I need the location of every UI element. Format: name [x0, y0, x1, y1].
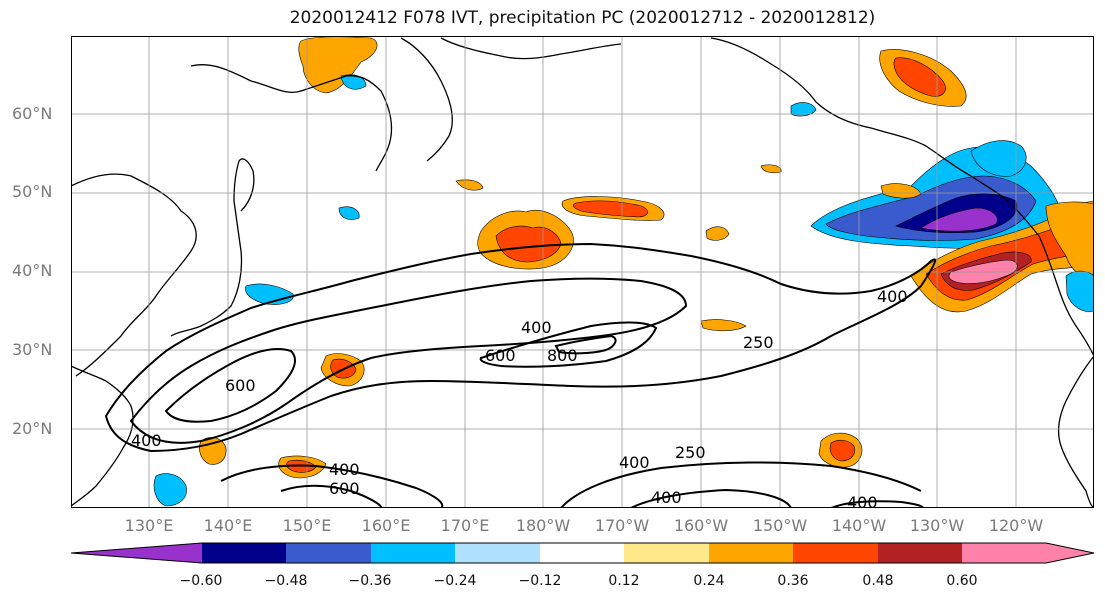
colorbar-cell	[540, 543, 624, 563]
ivt-contour-250-south	[560, 461, 922, 508]
lon-label-170e: 170°E	[440, 516, 490, 535]
colorbar-tick: −0.24	[433, 573, 477, 589]
lat-label-60n: 60°N	[12, 104, 53, 123]
colorbar-outline	[71, 542, 1094, 564]
contour-label-400-south2: 400	[619, 453, 650, 472]
ivt-contour-400-south	[220, 464, 444, 508]
precip-patch	[338, 206, 360, 220]
lon-label-180w: 180°W	[515, 516, 571, 535]
ivt-contour-600	[164, 348, 296, 423]
lat-label-30n: 30°N	[12, 340, 53, 359]
asia-coastline	[71, 173, 197, 377]
lat-label-50n: 50°N	[12, 182, 53, 201]
na-west-coastline	[1010, 203, 1094, 357]
colorbar-tick: −0.12	[518, 573, 562, 589]
ivt-contours	[104, 242, 937, 508]
contour-label-600-west: 600	[225, 376, 256, 395]
colorbar-tick: −0.36	[348, 573, 392, 589]
contour-label-800: 800	[547, 346, 578, 365]
colorbar-cell	[624, 543, 709, 563]
colorbar-tick: 0.24	[693, 573, 725, 589]
precip-patch	[970, 140, 1027, 177]
negative-anomaly-peak	[920, 207, 998, 232]
contour-label-400: 400	[521, 318, 552, 337]
alaska-coastline	[710, 37, 1012, 205]
map-border	[71, 36, 1094, 508]
ivt-contour-600b	[479, 321, 658, 368]
colorbar-tick: 0.12	[608, 573, 640, 589]
contour-label-250: 250	[743, 333, 774, 352]
lon-label-150e: 150°E	[282, 516, 332, 535]
colorbar-cell	[202, 543, 286, 563]
lon-label-160e: 160°E	[361, 516, 411, 535]
precip-patch	[153, 473, 187, 507]
lon-label-140e: 140°E	[203, 516, 253, 535]
lat-label-40n: 40°N	[12, 261, 53, 280]
colorbar-tick: −0.48	[264, 573, 308, 589]
colorbar-tick: 0.48	[862, 573, 894, 589]
ivt-contour-400-south3	[830, 500, 924, 508]
lon-label-130e: 130°E	[124, 516, 174, 535]
contour-label-600-south: 600	[329, 479, 360, 498]
colorbar	[71, 542, 1094, 564]
colorbar-cell	[962, 543, 1046, 563]
siberia-coastline	[190, 64, 393, 172]
colorbar-cell	[709, 543, 793, 563]
colorbar-cell	[71, 543, 202, 563]
arctic-coastline	[440, 37, 622, 60]
colorbar-cell	[793, 543, 878, 563]
contour-label-600: 600	[485, 346, 516, 365]
precip-patch	[700, 319, 747, 332]
precip-patch	[455, 179, 484, 191]
precip-patch	[893, 57, 946, 97]
lon-label-160w: 160°W	[673, 516, 729, 535]
lon-label-130w: 130°W	[909, 516, 965, 535]
ivt-contour-800	[554, 334, 617, 355]
colorbar-cell	[455, 543, 540, 563]
se-asia-coastline	[71, 365, 134, 507]
colorbar-tick: 0.60	[946, 573, 978, 589]
lat-label-20n: 20°N	[12, 419, 53, 438]
lon-label-140w: 140°W	[831, 516, 887, 535]
kamchatka-coastline	[400, 37, 453, 162]
contour-label-400-west: 400	[131, 431, 162, 450]
mexico-coastline	[1057, 355, 1094, 508]
ivt-contour-400	[129, 277, 688, 444]
colorbar-tick: −0.60	[179, 573, 223, 589]
contour-label-400-south4: 400	[847, 493, 878, 508]
contour-label-250-south: 250	[675, 443, 706, 462]
precip-shading	[153, 36, 1094, 507]
ivt-contour-600-south	[280, 484, 383, 508]
lon-label-120w: 120°W	[988, 516, 1044, 535]
gridlines	[71, 36, 1094, 508]
map-panel: 400 600 800 250 400 600 400 600 400 250 …	[71, 36, 1094, 508]
colorbar-cell	[878, 543, 962, 563]
colorbar-cell	[1046, 543, 1094, 563]
precip-patch	[760, 164, 782, 174]
colorbar-cell	[371, 543, 455, 563]
colorbar-tick: 0.36	[777, 573, 809, 589]
ivt-contour-250	[104, 242, 937, 453]
ivt-contour-labels: 400 600 800 250 400 600 400 600 400 250 …	[131, 287, 908, 508]
precip-patch	[829, 439, 856, 462]
precip-patch	[1065, 270, 1094, 312]
colorbar-cell	[286, 543, 371, 563]
coastlines	[71, 37, 1094, 508]
lon-label-170w: 170°W	[594, 516, 650, 535]
lon-label-150w: 150°W	[752, 516, 808, 535]
ivt-contour-400-south2	[630, 488, 792, 508]
contour-label-400-south: 400	[329, 460, 360, 479]
japan-coastline	[170, 158, 255, 337]
contour-label-400-east: 400	[877, 287, 908, 306]
figure-title: 2020012412 F078 IVT, precipitation PC (2…	[289, 8, 876, 28]
precip-patch	[880, 183, 922, 199]
precip-patch	[790, 102, 817, 117]
contour-label-400-south3: 400	[651, 488, 682, 507]
precip-patch	[572, 200, 648, 218]
precip-patch	[705, 226, 730, 241]
precip-patch	[340, 74, 367, 90]
